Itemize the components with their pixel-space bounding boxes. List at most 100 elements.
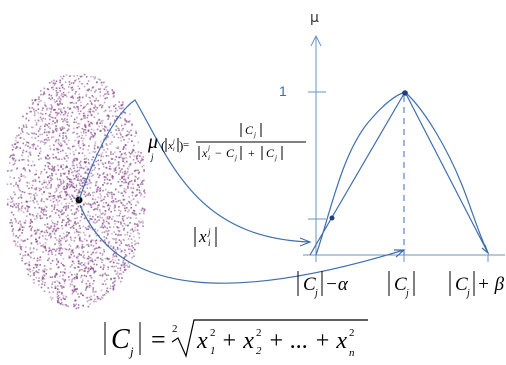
cluster-dot: [73, 262, 75, 265]
cluster-dot: [107, 203, 110, 206]
cluster-dot: [81, 281, 83, 283]
cluster-dot: [58, 291, 61, 293]
cluster-dot: [26, 238, 29, 240]
cluster-dot: [121, 225, 124, 227]
cluster-dot: [84, 184, 87, 186]
cluster-dot: [81, 152, 84, 154]
cluster-dot: [42, 269, 44, 271]
cluster-dot: [112, 256, 114, 258]
cluster-dot: [83, 257, 86, 259]
cluster-dot: [104, 188, 107, 191]
cluster-dot: [130, 180, 132, 183]
cluster-dot: [85, 95, 88, 97]
formula-arg-sup: j: [172, 139, 175, 145]
cluster-dot: [57, 301, 59, 304]
cluster-dot: [95, 182, 97, 184]
cluster-dot: [98, 154, 100, 157]
cluster-dot: [19, 220, 21, 223]
cluster-dot: [42, 107, 44, 109]
cluster-dot: [47, 136, 50, 139]
cluster-dot: [81, 118, 83, 121]
cluster-dot: [111, 233, 113, 235]
cluster-dot: [50, 195, 52, 197]
cluster-dot: [48, 168, 51, 170]
cluster-dot: [52, 198, 54, 200]
cluster-dot: [51, 248, 54, 251]
cluster-dot: [80, 216, 83, 218]
cluster-dot: [34, 192, 37, 195]
cluster-dot: [83, 128, 85, 131]
point-label: x i j: [194, 227, 217, 248]
cluster-dot: [66, 305, 68, 307]
cluster-dot: [90, 163, 93, 166]
cluster-dot: [72, 174, 75, 177]
cluster-dot: [61, 77, 64, 80]
cluster-dot: [44, 128, 46, 131]
cluster-dot: [55, 125, 57, 127]
cluster-dot: [12, 196, 14, 199]
cluster-dot: [128, 173, 131, 176]
cluster-dot: [68, 232, 70, 234]
cluster-dot: [106, 148, 109, 150]
cluster-dot: [13, 157, 15, 160]
cluster-dot: [81, 246, 84, 248]
cluster-dot: [71, 164, 74, 167]
cluster-dot: [12, 153, 15, 155]
cluster-dot: [112, 261, 115, 264]
cluster-dot: [135, 204, 137, 207]
cluster-dot: [99, 193, 101, 195]
cluster-dot: [62, 137, 64, 139]
cluster-dot: [45, 185, 47, 188]
cluster-dot: [106, 278, 108, 280]
cluster-dot: [57, 185, 59, 187]
cluster-dot: [138, 237, 141, 239]
cluster-dot: [119, 107, 121, 110]
cluster-dot: [86, 239, 88, 242]
cluster-dot: [115, 273, 117, 275]
cluster-dot: [53, 148, 55, 151]
cluster-dot: [81, 240, 84, 243]
cluster-dot: [65, 137, 68, 140]
cluster-dot: [72, 132, 74, 134]
cluster-dot: [93, 291, 96, 293]
formula-numerator-sub: j: [253, 131, 256, 139]
cluster-dot: [19, 226, 21, 229]
cluster-dot: [75, 102, 78, 104]
cluster-dot: [17, 222, 20, 224]
cluster-dot: [60, 145, 62, 147]
cluster-dot: [123, 187, 126, 190]
cluster-dot: [78, 270, 81, 272]
cluster-dot: [54, 82, 57, 85]
cluster-dot: [100, 289, 103, 292]
cluster-dot: [64, 248, 66, 250]
cluster-dot: [32, 180, 34, 182]
cluster-dot: [36, 271, 38, 273]
cluster-dot: [20, 132, 22, 135]
cluster-dot: [68, 202, 71, 205]
cluster-dot: [50, 168, 53, 171]
cluster-dot: [134, 195, 137, 197]
cluster-dot: [123, 181, 125, 184]
cluster-dot: [63, 265, 66, 267]
cluster-dot: [57, 186, 60, 189]
cluster-dot: [45, 214, 47, 216]
cluster-dot: [126, 167, 129, 170]
cluster-dot: [122, 261, 124, 264]
cluster-dot: [38, 127, 41, 129]
cluster-dot: [97, 186, 99, 189]
cluster-dot: [49, 276, 52, 278]
cluster-dot: [79, 110, 82, 113]
cluster-dot: [11, 205, 14, 208]
cluster-dot: [84, 268, 86, 270]
cluster-dot: [92, 215, 94, 218]
cluster-dot: [97, 204, 99, 207]
cluster-dot: [117, 226, 119, 229]
cluster-dot: [48, 97, 50, 99]
cluster-dot: [83, 180, 86, 182]
cluster-dot: [19, 137, 22, 139]
cluster-dot: [133, 144, 135, 147]
cluster-dot: [42, 213, 45, 216]
cluster-dot: [103, 176, 106, 178]
cluster-dot: [121, 129, 123, 132]
cluster-dot: [75, 230, 78, 232]
